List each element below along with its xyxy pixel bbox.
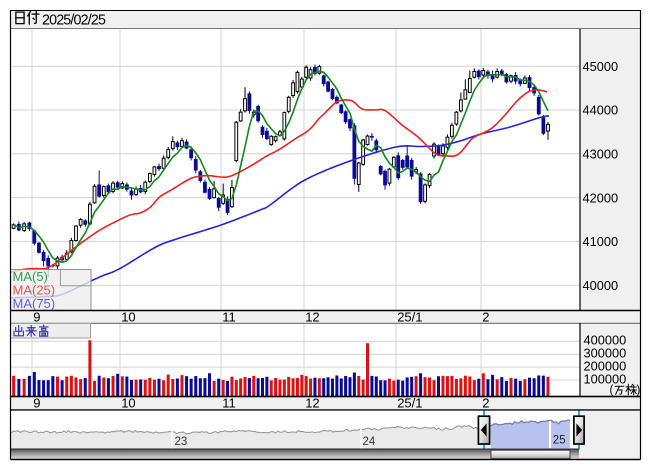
svg-text:MA(25): MA(25) — [13, 283, 56, 298]
svg-text:25/1: 25/1 — [397, 309, 422, 324]
svg-text:MA(75): MA(75) — [13, 296, 56, 311]
svg-text:12: 12 — [305, 309, 319, 324]
svg-text:43000: 43000 — [583, 147, 619, 162]
svg-text:2: 2 — [482, 396, 489, 411]
svg-text:10: 10 — [121, 309, 135, 324]
svg-text:41000: 41000 — [583, 234, 619, 249]
svg-text:45000: 45000 — [583, 59, 619, 74]
svg-text:44000: 44000 — [583, 103, 619, 118]
svg-text:2: 2 — [482, 309, 489, 324]
svg-text:300000: 300000 — [584, 346, 627, 361]
svg-text:9: 9 — [33, 396, 40, 411]
svg-text:200000: 200000 — [584, 359, 627, 374]
svg-text:24: 24 — [363, 436, 376, 448]
svg-text:): ) — [637, 384, 641, 396]
svg-text:10: 10 — [121, 396, 135, 411]
svg-text:12: 12 — [305, 396, 319, 411]
svg-text:11: 11 — [222, 396, 236, 411]
svg-text:9: 9 — [33, 309, 40, 324]
svg-text:400000: 400000 — [584, 333, 627, 348]
svg-text:MA(5): MA(5) — [13, 269, 48, 284]
svg-text:25/1: 25/1 — [397, 396, 422, 411]
svg-text:40000: 40000 — [583, 278, 619, 293]
svg-text:25: 25 — [553, 434, 566, 446]
svg-text:2025/02/25: 2025/02/25 — [42, 12, 106, 28]
svg-text:(: ( — [610, 384, 614, 396]
svg-text:100000: 100000 — [584, 371, 627, 386]
svg-text:42000: 42000 — [583, 190, 619, 205]
svg-text:23: 23 — [175, 436, 188, 448]
svg-text:11: 11 — [222, 309, 236, 324]
